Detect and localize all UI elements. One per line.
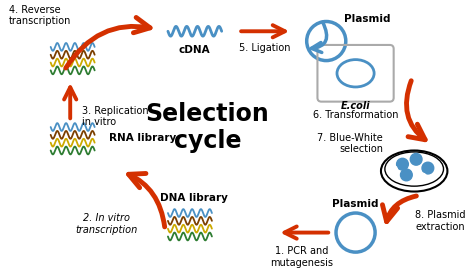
Text: Plasmid: Plasmid [332, 199, 379, 209]
Text: 1. PCR and
mutagenesis: 1. PCR and mutagenesis [270, 246, 333, 268]
Text: RNA library: RNA library [109, 133, 176, 143]
Text: Plasmid: Plasmid [344, 14, 390, 24]
Ellipse shape [381, 150, 447, 191]
Text: 2. In vitro
transcription: 2. In vitro transcription [75, 213, 137, 235]
Text: 6. Transformation: 6. Transformation [313, 110, 398, 120]
Text: E.coli: E.coli [341, 101, 370, 111]
Text: 5. Ligation: 5. Ligation [239, 43, 291, 53]
Text: 8. Plasmid
extraction: 8. Plasmid extraction [415, 210, 466, 232]
Text: Selection
cycle: Selection cycle [146, 102, 269, 153]
Circle shape [401, 169, 412, 181]
Circle shape [410, 153, 422, 165]
Circle shape [422, 162, 434, 174]
Text: 4. Reverse
transcription: 4. Reverse transcription [9, 5, 71, 26]
Circle shape [397, 158, 408, 170]
Circle shape [388, 165, 398, 175]
Text: DNA library: DNA library [160, 193, 228, 203]
Text: 3. Replication
in vitro: 3. Replication in vitro [82, 106, 148, 127]
Circle shape [417, 173, 427, 183]
Text: cDNA: cDNA [179, 45, 210, 55]
Text: 7. Blue-White
selection: 7. Blue-White selection [317, 133, 383, 154]
